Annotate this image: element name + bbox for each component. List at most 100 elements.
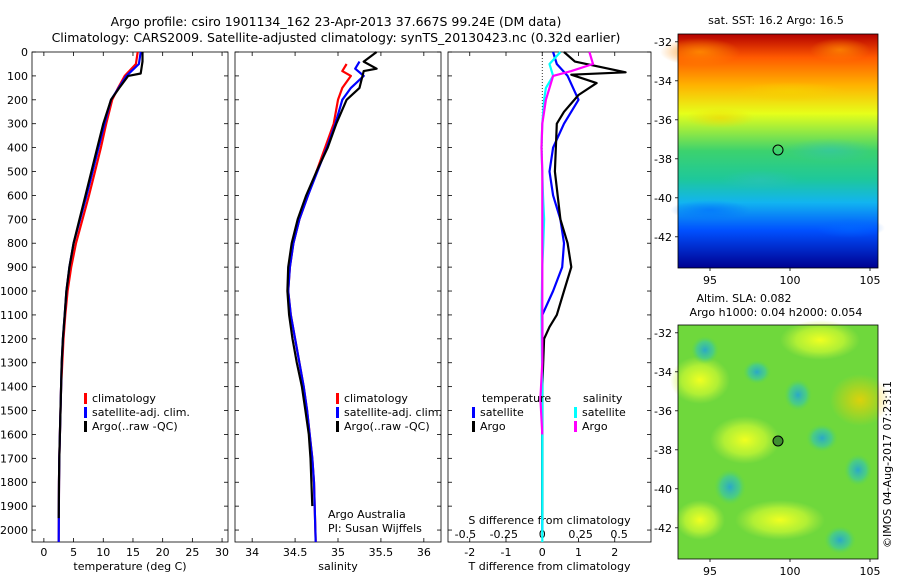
sst-map [660,33,885,269]
temperature-y-tick-label: 1100 [0,309,28,322]
salinity-legend-label: Argo(..raw -QC) [344,420,430,433]
temperature-x-tick-label: 5 [70,546,77,559]
difference-s-tick-label: 0.25 [568,528,593,541]
difference-legend-swatch [574,421,577,432]
sst-map-y-tick-label: -40 [654,192,672,205]
temperature-x-axis-label: temperature (deg C) [73,560,186,573]
salinity-legend-swatch [336,421,339,432]
difference-x-tick-label: 1 [575,546,582,559]
sst-map-x-tick-label: 105 [860,274,881,287]
figure-title-line1: Argo profile: csiro 1901134_162 23-Apr-2… [111,14,562,29]
salinity-x-tick-label: 36 [417,546,431,559]
temperature-y-tick-label: 1200 [0,333,28,346]
sst-map-y-tick-label: -32 [654,36,672,49]
sla-map-texture [670,320,890,554]
difference-legend-temperature-header: temperature [482,392,551,405]
temperature-x-tick-label: 10 [96,546,110,559]
salinity-legend-swatch [336,393,339,404]
sla-map-axes: -32 -34 -36 -38 -40 -42 95 100 105 [654,327,880,578]
temperature-y-tick-label: 900 [7,261,28,274]
temperature-y-tick-label: 100 [7,70,28,83]
temperature-y-tick-label: 500 [7,166,28,179]
temperature-y-tick-label: 1600 [0,428,28,441]
sst-map-y-tick-label: -34 [654,75,672,88]
sla-map-float-marker [772,435,784,447]
figure-title-line2: Climatology: CARS2009. Satellite-adjuste… [52,30,621,45]
difference-s-axis-label: S difference from climatology [468,514,631,527]
temperature-x-tick-label: 30 [215,546,229,559]
temperature-y-tick-label: 2000 [0,524,28,537]
difference-legend-label: satellite [582,406,626,419]
credit-argo-australia: Argo Australia [328,508,406,521]
temperature-y-tick-label: 1800 [0,476,28,489]
temperature-legend-label: Argo(..raw -QC) [92,420,178,433]
sla-map-y-tick-label: -40 [654,483,672,496]
salinity-panel: 34 34.5 35 35.5 36 salinity climatologysatelli… [234,51,442,573]
temperature-legend-swatch [84,407,87,418]
salinity-frame [234,51,442,543]
temperature-series-argo [57,52,144,519]
salinity-x-tick-label: 35.5 [369,546,394,559]
salinity-legend-swatch [336,407,339,418]
difference-x-tick-label: -2 [464,546,475,559]
temperature-legend-swatch [84,393,87,404]
difference-x-tick-label: -1 [501,546,512,559]
temperature-y-tick-label: 1000 [0,285,28,298]
sla-map-y-tick-label: -36 [654,405,672,418]
sla-map-y-tick-label: -42 [654,522,672,535]
temperature-y-tick-label: 1300 [0,357,28,370]
difference-s-tick-label: -0.25 [490,528,518,541]
temperature-y-tick-label: 1900 [0,500,28,513]
difference-x-tick-label: 2 [611,546,618,559]
salinity-legend-label: satellite-adj. clim. [344,406,442,419]
imos-stamp: ©IMOS 04-Aug-2017 07:23:11 [881,381,894,548]
sst-map-x-tick-label: 95 [703,274,717,287]
salinity-series-argo [286,51,378,507]
temperature-legend-swatch [84,421,87,432]
difference-panel: -2 -1 0 1 2T difference from climatology S di… [447,51,652,573]
salinity-x-axis-label: salinity [318,560,358,573]
temperature-y-tick-label: 1700 [0,452,28,465]
temperature-x-tick-label: 20 [156,546,170,559]
sst-map-texture [660,38,885,238]
difference-series-temperature-argo [541,51,627,519]
sla-map-subtitle: Argo h1000: 0.04 h2000: 0.054 [690,306,863,319]
salinity-x-tick-label: 34.5 [283,546,308,559]
temperature-y-tick-label: 200 [7,94,28,107]
sla-map-x-tick-label: 100 [780,565,801,578]
temperature-y-tick-label: 300 [7,118,28,131]
sla-map-title: Altim. SLA: 0.082 [696,292,791,305]
difference-x-axis-label: T difference from climatology [468,560,631,573]
sla-map-x-tick-label: 105 [860,565,881,578]
sla-map [670,320,890,560]
sst-map-axes: -32 -34 -36 -38 -40 -42 95 100 105 [654,36,880,287]
temperature-legend-label: climatology [92,392,156,405]
temperature-panel: 0100200300400500600700800900100011001200… [0,46,229,573]
sst-map-float-marker [772,144,784,156]
difference-legend-label: Argo [480,420,506,433]
temperature-y-tick-label: 800 [7,237,28,250]
difference-legend-label: Argo [582,420,608,433]
sst-map-y-tick-label: -42 [654,231,672,244]
difference-legend-swatch [472,421,475,432]
temperature-x-tick-label: 0 [40,546,47,559]
sla-map-y-tick-label: -32 [654,327,672,340]
sla-map-y-tick-label: -34 [654,366,672,379]
difference-legend-swatch [574,407,577,418]
temperature-y-tick-label: 400 [7,142,28,155]
sst-map-y-tick-label: -36 [654,114,672,127]
sla-map-y-tick-label: -38 [654,444,672,457]
difference-s-tick-label: 0.5 [610,528,628,541]
salinity-series-satellite-adj [287,61,365,543]
difference-legend-label: satellite [480,406,524,419]
sst-map-y-tick-label: -38 [654,153,672,166]
sla-map-x-tick-label: 95 [703,565,717,578]
sst-map-title: sat. SST: 16.2 Argo: 16.5 [708,14,844,27]
temperature-frame [31,51,229,543]
credit-pi: PI: Susan Wijffels [328,522,422,535]
difference-x-tick-label: 0 [539,546,546,559]
difference-legend-salinity-header: salinity [583,392,623,405]
temperature-y-tick-label: 1500 [0,405,28,418]
difference-s-tick-label: -0.5 [455,528,476,541]
